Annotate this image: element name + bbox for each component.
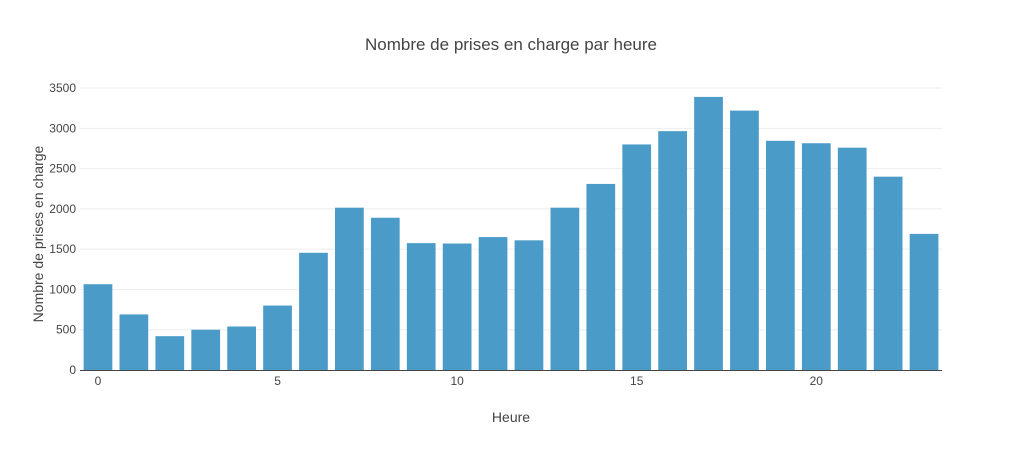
y-axis-title: Nombre de prises en charge [30,145,46,322]
bar [730,110,759,370]
y-axis-ticks: 0 500 1000 1500 2000 2500 3000 3500 [49,81,76,377]
bar [586,183,616,370]
x-tick-label: 0 [95,374,102,388]
bar [119,314,149,370]
bars [83,96,939,371]
bar [370,217,400,370]
bar [442,243,472,370]
y-tick-label: 1000 [49,282,76,296]
y-tick-label: 2500 [49,162,76,176]
bar [909,233,939,370]
bar [550,207,580,370]
bar [801,143,831,370]
bar [406,243,436,370]
x-axis-ticks: 0 5 10 15 20 [95,374,824,388]
x-tick-label: 15 [630,374,644,388]
bar [694,96,723,371]
bar [514,240,544,370]
bar [299,252,328,370]
x-tick-label: 10 [450,374,464,388]
bar [155,336,185,370]
y-tick-label: 0 [69,363,76,377]
x-axis-title: Heure [492,409,530,425]
bar [622,144,652,370]
y-tick-label: 1500 [49,242,76,256]
bar [478,237,508,370]
bar [227,326,256,370]
y-tick-label: 2000 [49,202,76,216]
x-tick-label: 5 [274,374,281,388]
y-tick-label: 500 [56,323,76,337]
bar [263,305,292,370]
bar [873,176,903,370]
y-tick-label: 3500 [49,81,76,95]
gridlines [80,87,942,331]
x-tick-label: 20 [810,374,824,388]
bar [335,207,364,370]
bar [766,140,795,370]
y-tick-label: 3000 [49,121,76,135]
bar [83,284,113,370]
bar [837,147,867,370]
bar [191,329,221,370]
chart-title: Nombre de prises en charge par heure [365,35,657,54]
bar [658,131,687,370]
